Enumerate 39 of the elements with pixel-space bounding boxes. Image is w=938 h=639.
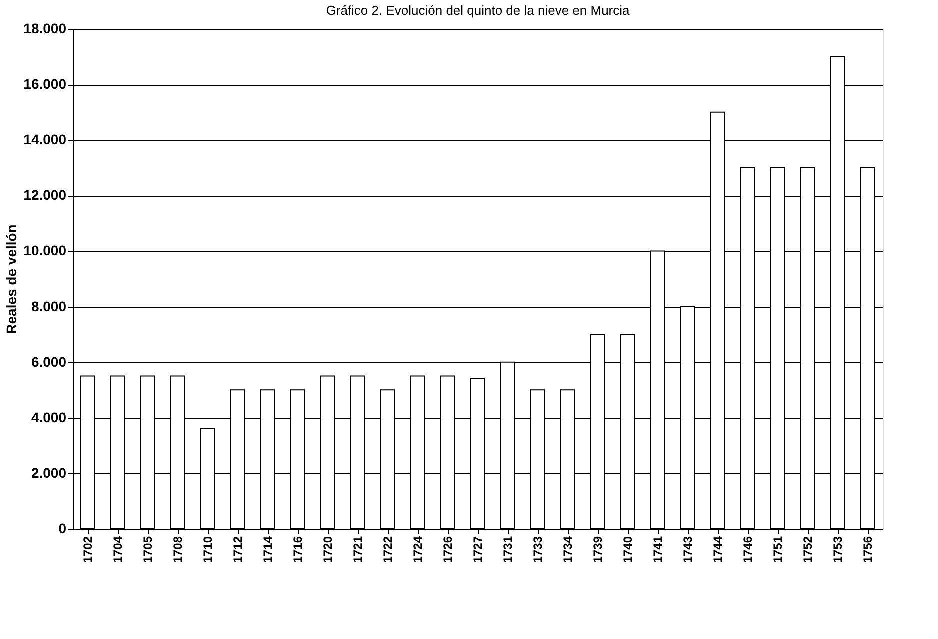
- x-tick-label: 1741: [651, 536, 665, 564]
- x-tick-label: 1705: [141, 536, 155, 564]
- x-tick-label: 1720: [321, 536, 335, 564]
- y-tick-label: 0: [58, 520, 67, 536]
- x-tick-label: 1726: [441, 536, 455, 564]
- chart-title: Gráfico 2. Evolución del quinto de la nieve en Murcia: [326, 3, 631, 18]
- y-axis-title: Reales de vellón: [4, 224, 20, 334]
- y-tick-label: 2.000: [31, 464, 67, 481]
- x-tick-label: 1724: [411, 536, 425, 564]
- x-tick-label: 1702: [81, 536, 95, 564]
- y-tick-label: 4.000: [31, 409, 67, 426]
- x-tick-label: 1746: [741, 536, 755, 564]
- x-tick-label: 1753: [831, 536, 845, 564]
- x-tick-label: 1722: [381, 536, 395, 564]
- x-tick-label: 1734: [561, 536, 575, 564]
- x-tick-label: 1727: [471, 536, 485, 564]
- x-tick-label: 1743: [681, 536, 695, 564]
- x-tick-label: 1716: [291, 536, 305, 564]
- x-tick-label: 1710: [201, 536, 215, 564]
- x-tick-label: 1714: [261, 536, 275, 564]
- x-tick-label: 1708: [171, 536, 185, 564]
- x-tick-label: 1756: [861, 536, 875, 564]
- x-tick-label: 1712: [231, 536, 245, 564]
- x-tick-label: 1721: [351, 536, 365, 564]
- y-tick-label: 12.000: [24, 187, 67, 204]
- x-tick-label: 1704: [111, 536, 125, 564]
- x-tick-label: 1740: [621, 536, 635, 564]
- x-tick-label: 1744: [711, 536, 725, 564]
- x-tick-label: 1733: [531, 536, 545, 564]
- x-tick-label: 1731: [501, 536, 515, 564]
- y-tick-label: 16.000: [24, 76, 67, 92]
- x-tick-label: 1751: [771, 536, 785, 564]
- y-tick-label: 18.000: [24, 20, 67, 36]
- x-tick-label: 1739: [591, 536, 605, 564]
- y-tick-label: 8.000: [31, 298, 67, 314]
- y-tick-label: 14.000: [24, 132, 67, 148]
- y-tick-label: 6.000: [31, 354, 67, 370]
- x-tick-label: 1752: [801, 536, 815, 564]
- y-tick-label: 10.000: [24, 242, 67, 259]
